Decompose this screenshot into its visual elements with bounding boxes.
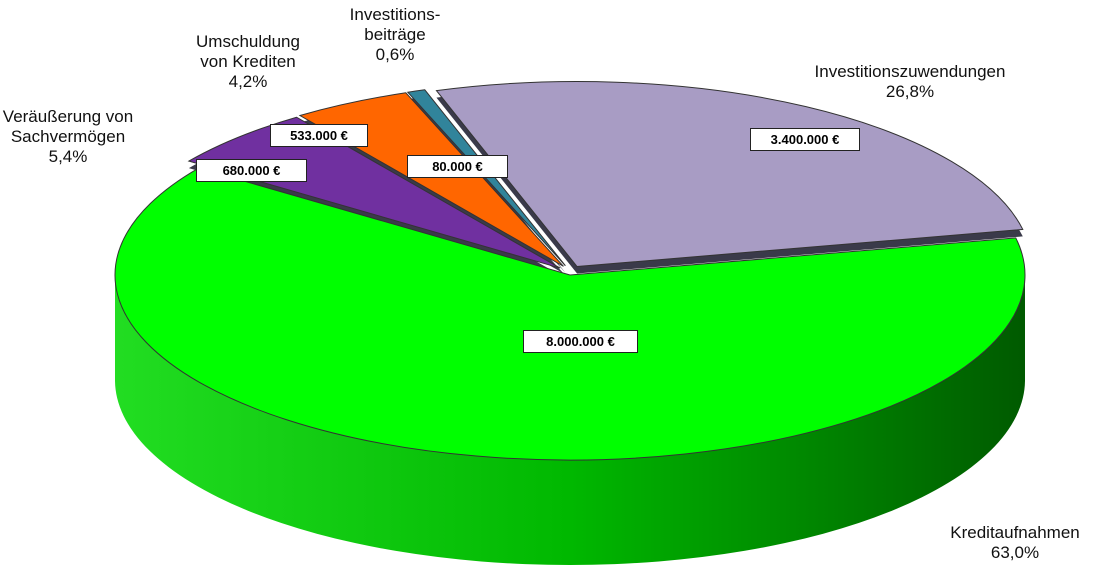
value-label: 8.000.000 €	[523, 330, 638, 353]
slice	[187, 116, 561, 269]
percentage-label: 63,0%	[990, 543, 1040, 562]
category-name: Investitions- beiträge	[349, 5, 441, 44]
category-name: Kreditaufnahmen	[950, 523, 1080, 542]
value-label: 533.000 €	[270, 124, 368, 147]
category-name: Veräußerung von Sachvermögen	[2, 107, 134, 146]
percentage-label: 26,8%	[885, 82, 935, 101]
percentage-label: 0,6%	[375, 45, 415, 64]
slice-label: Investitions- beiträge 0,6%	[350, 5, 441, 65]
slice-label: Umschuldung von Krediten 4,2%	[196, 32, 300, 92]
slice	[435, 81, 1024, 268]
slice-label: Kreditaufnahmen 63,0%	[950, 523, 1079, 563]
percentage-label: 5,4%	[48, 147, 88, 166]
slice-label: Investitionszuwendungen 26,8%	[815, 62, 1006, 102]
value-label: 80.000 €	[407, 155, 508, 178]
value-label: 3.400.000 €	[750, 128, 860, 151]
slice-label: Veräußerung von Sachvermögen 5,4%	[3, 107, 133, 167]
percentage-label: 4,2%	[228, 72, 268, 91]
slice-side	[115, 275, 1025, 565]
slice	[114, 167, 1026, 461]
category-name: Investitionszuwendungen	[814, 62, 1006, 81]
category-name: Umschuldung von Krediten	[196, 32, 300, 71]
value-label: 680.000 €	[196, 159, 307, 182]
